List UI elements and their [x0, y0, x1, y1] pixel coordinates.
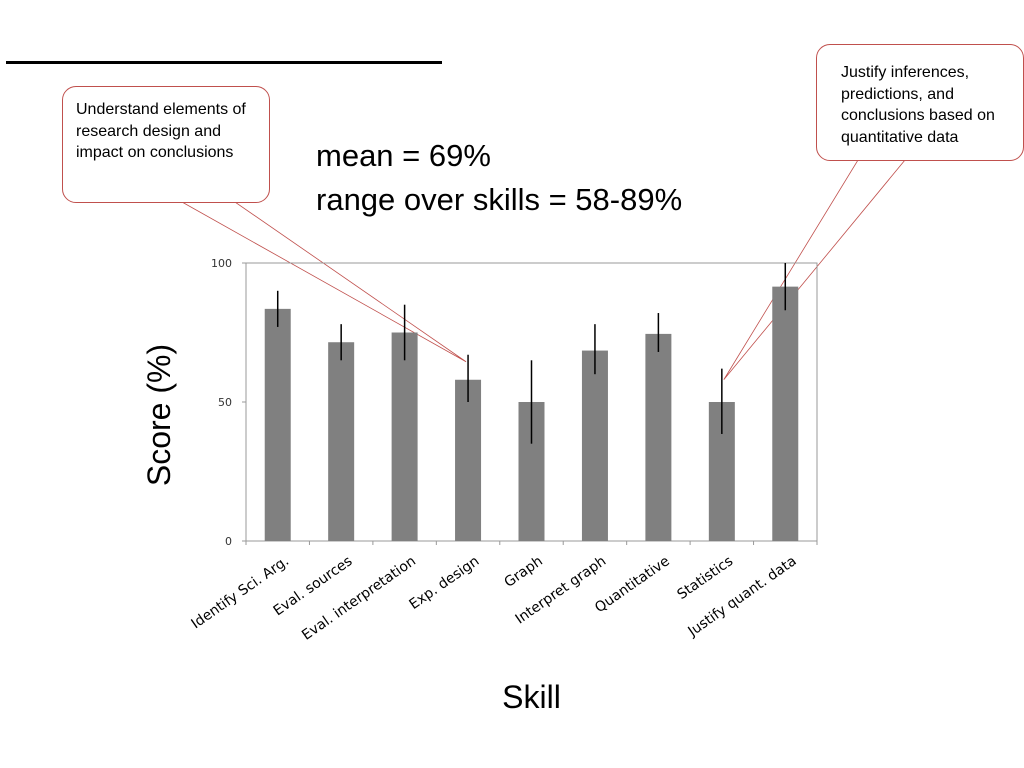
mean-score-text: mean = 69%	[316, 138, 491, 173]
x-tick-label: Identify Sci. Arg.	[189, 553, 292, 632]
error-bars	[276, 263, 787, 444]
x-tick-label: Graph	[501, 553, 545, 591]
y-axis: 0 50 100	[211, 257, 246, 548]
bar	[264, 308, 291, 541]
y-axis-title: Score (%)	[141, 344, 177, 486]
bar	[391, 332, 418, 541]
x-axis-title: Skill	[502, 679, 561, 715]
callout-research-design: Understand elements of research design a…	[62, 86, 270, 203]
x-tick-label: Justify quant. data	[685, 553, 800, 640]
bar	[581, 350, 608, 541]
bar	[645, 333, 672, 541]
x-tick-label: Exp. design	[407, 553, 483, 613]
callout-quantitative-data: Justify inferences, predictions, and con…	[816, 44, 1024, 161]
callout-pointer-quantitative-data	[723, 159, 906, 380]
bar	[328, 342, 355, 541]
title-placeholder-rule	[6, 61, 442, 64]
y-tick-label: 100	[211, 257, 232, 270]
y-tick-label: 0	[225, 535, 232, 548]
bar	[772, 286, 799, 541]
x-tick-label: Eval. interpretation	[299, 553, 419, 644]
score-range-text: range over skills = 58-89%	[316, 182, 683, 217]
bar	[455, 379, 482, 541]
y-tick-label: 50	[218, 396, 232, 409]
callout-pointer-research-design	[180, 201, 467, 363]
x-tick-label: Statistics	[675, 553, 737, 603]
